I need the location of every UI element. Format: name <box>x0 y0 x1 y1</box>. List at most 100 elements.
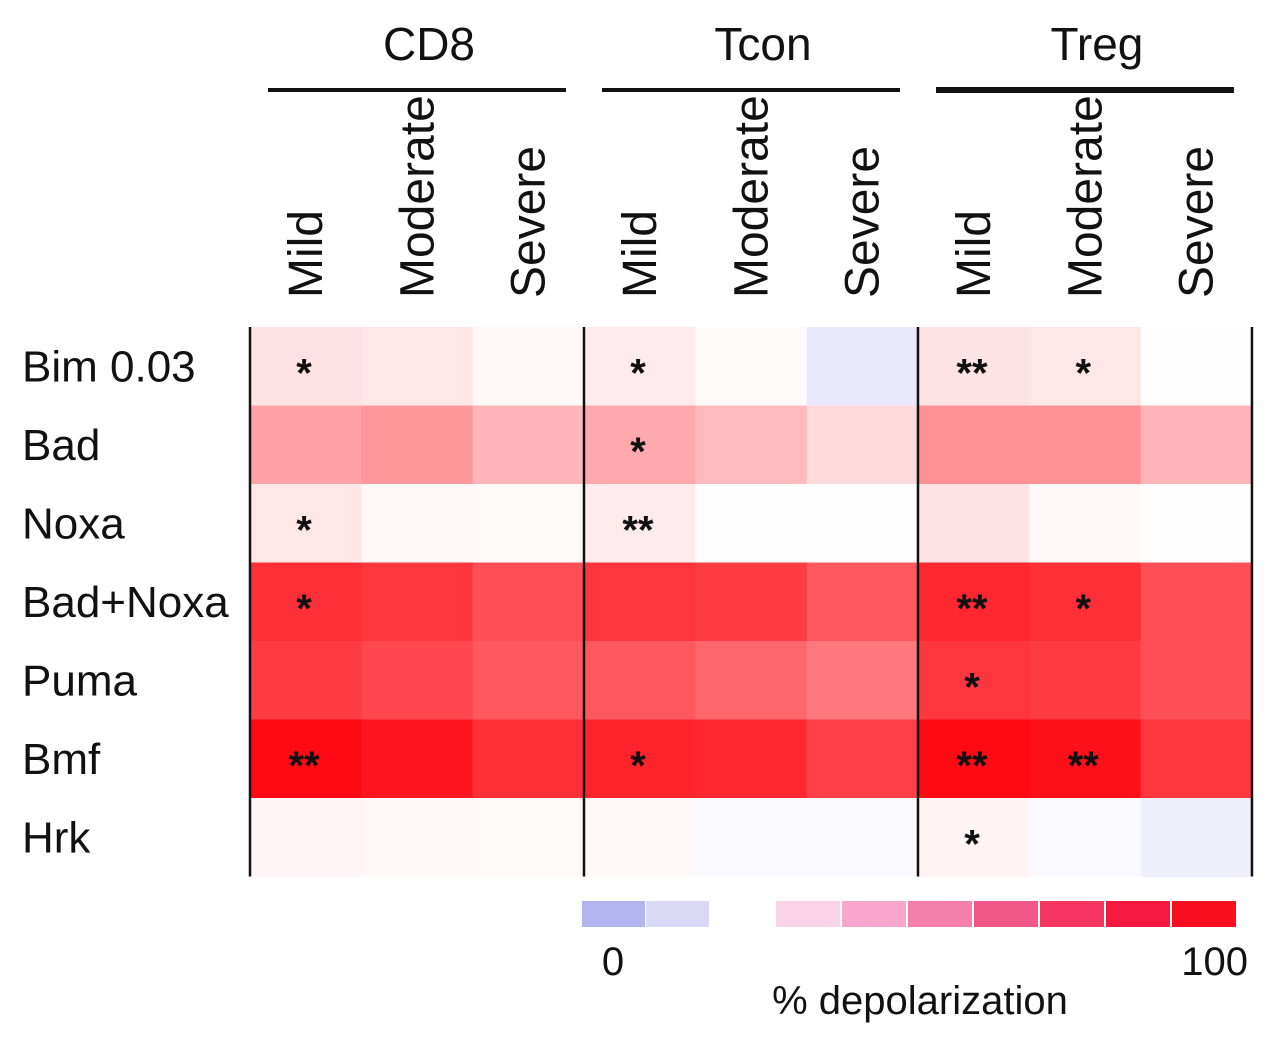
heatmap-cell <box>472 798 585 878</box>
heatmap-cell <box>1029 562 1142 642</box>
heatmap-cell <box>917 405 1030 485</box>
heatmap-cell <box>1140 327 1253 407</box>
row-labels: Bim 0.03 Bad Noxa Bad+Noxa Puma Bmf Hrk <box>22 342 229 862</box>
heatmap-cell <box>695 719 808 799</box>
heatmap-cell <box>695 641 808 721</box>
row-label: Bad+Noxa <box>22 578 229 627</box>
group-separators <box>248 327 1254 877</box>
significance-marker: * <box>296 508 312 552</box>
heatmap-cell <box>472 719 585 799</box>
heatmap-cell <box>583 327 696 407</box>
significance-marker: * <box>630 351 646 395</box>
colorbar-swatch <box>1040 901 1104 927</box>
heatmap-cell <box>806 484 919 564</box>
row-label: Bmf <box>22 735 101 784</box>
significance-marker: * <box>296 351 312 395</box>
colorbar-swatch <box>842 901 906 927</box>
heatmap-cell <box>472 405 585 485</box>
heatmap-cell <box>583 641 696 721</box>
group-header: Tcon <box>714 18 811 70</box>
significance-marker: * <box>1076 587 1092 631</box>
heatmap-cells <box>250 327 1253 878</box>
heatmap-cell <box>1029 484 1142 564</box>
colorbar-swatch <box>646 901 709 927</box>
significance-marker: * <box>964 822 980 866</box>
colorbar-swatch <box>582 901 645 927</box>
heatmap-cell <box>583 562 696 642</box>
heatmap-cell <box>806 641 919 721</box>
heatmap-cell <box>695 798 808 878</box>
column-label: Severe <box>1171 146 1224 298</box>
significance-marker: ** <box>1068 744 1100 788</box>
heatmap-cell <box>806 562 919 642</box>
significance-marker: * <box>630 744 646 788</box>
heatmap-cell <box>917 562 1030 642</box>
group-header: Treg <box>1051 18 1144 70</box>
heatmap-cell <box>583 798 696 878</box>
heatmap-cell <box>250 405 362 485</box>
significance-marker: ** <box>956 744 988 788</box>
heatmap-cell <box>695 484 808 564</box>
significance-markers: * * ** *** *** ** **** * ** *** <box>288 351 1099 866</box>
heatmap-cell <box>361 562 474 642</box>
heatmap-cell <box>806 405 919 485</box>
significance-marker: * <box>964 665 980 709</box>
column-label: Mild <box>948 210 1001 298</box>
heatmap-cell <box>1029 719 1142 799</box>
heatmap-cell <box>583 484 696 564</box>
significance-marker: ** <box>622 508 654 552</box>
heatmap-cell <box>1029 405 1142 485</box>
colorbar: 0 100 % depolarization <box>582 901 1248 1023</box>
colorbar-swatch <box>1106 901 1170 927</box>
heatmap-cell <box>1140 641 1253 721</box>
heatmap-cell <box>583 719 696 799</box>
heatmap-cell <box>361 641 474 721</box>
heatmap-cell <box>1140 562 1253 642</box>
colorbar-min-label: 0 <box>602 940 624 984</box>
heatmap-cell <box>583 405 696 485</box>
heatmap-cell <box>917 641 1030 721</box>
heatmap-cell <box>1140 484 1253 564</box>
row-label: Puma <box>22 656 137 705</box>
heatmap-cell <box>917 327 1030 407</box>
heatmap-cell <box>472 562 585 642</box>
column-labels: Mild Moderate Severe Mild Moderate Severe Mild… <box>280 95 1224 298</box>
column-label: Mild <box>614 210 667 298</box>
heatmap-cell <box>250 562 362 642</box>
row-label: Bad <box>22 421 100 470</box>
heatmap-cell <box>361 405 474 485</box>
heatmap-cell <box>472 327 585 407</box>
significance-marker: * <box>630 430 646 474</box>
row-label: Hrk <box>22 813 91 862</box>
column-label: Moderate <box>391 95 444 298</box>
heatmap-cell <box>361 798 474 878</box>
heatmap-cell <box>1029 798 1142 878</box>
significance-marker: * <box>296 587 312 631</box>
colorbar-swatch <box>776 901 840 927</box>
heatmap-cell <box>361 327 474 407</box>
heatmap-cell <box>361 484 474 564</box>
column-label: Severe <box>837 146 890 298</box>
heatmap-cell <box>806 798 919 878</box>
colorbar-swatches <box>582 901 1236 927</box>
colorbar-swatch <box>974 901 1038 927</box>
colorbar-swatch <box>908 901 972 927</box>
group-header: CD8 <box>383 18 475 70</box>
heatmap-cell <box>250 327 362 407</box>
group-headers: CD8 Tcon Treg <box>268 18 1234 93</box>
heatmap-cell <box>472 641 585 721</box>
heatmap-cell <box>917 798 1030 878</box>
column-label: Moderate <box>1059 95 1112 298</box>
heatmap-cell <box>250 798 362 878</box>
significance-marker: ** <box>956 587 988 631</box>
heatmap-cell <box>695 562 808 642</box>
heatmap-cell <box>695 327 808 407</box>
significance-marker: ** <box>956 351 988 395</box>
heatmap-cell <box>917 719 1030 799</box>
heatmap-cell <box>250 719 362 799</box>
column-label: Moderate <box>725 95 778 298</box>
colorbar-swatch <box>1172 901 1236 927</box>
heatmap-cell <box>472 484 585 564</box>
heatmap-cell <box>250 484 362 564</box>
